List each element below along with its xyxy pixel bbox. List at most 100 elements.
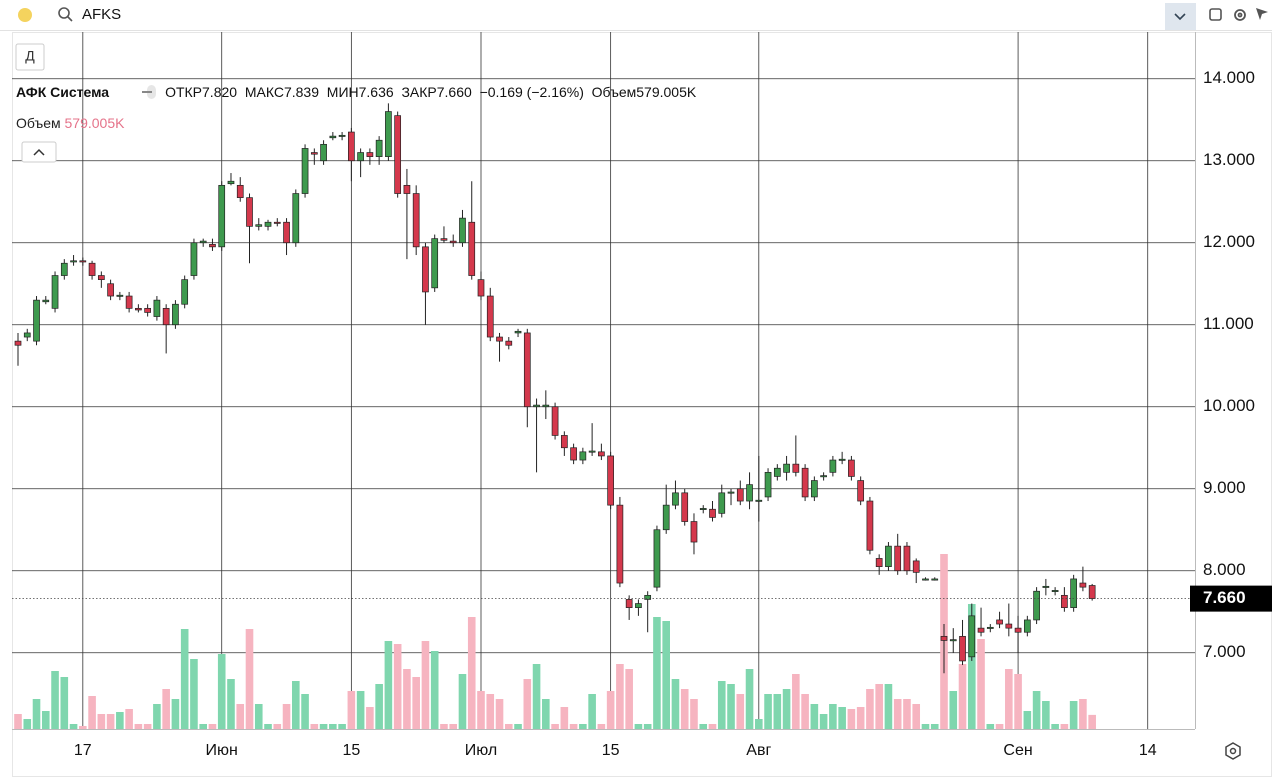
candle-body [273, 221, 281, 224]
x-tick-label: 14 [1139, 742, 1157, 759]
candle-body [1033, 590, 1040, 621]
x-tick-label: 15 [342, 742, 360, 759]
candle-body [792, 463, 800, 473]
candle-body [1079, 582, 1087, 588]
volume-bar [551, 724, 559, 729]
volume-bar [1032, 691, 1041, 729]
candle-body [255, 224, 263, 227]
candle-body [986, 626, 994, 629]
candle-body [449, 240, 457, 244]
settings-icon[interactable] [1234, 9, 1246, 21]
toolbar [0, 0, 1272, 30]
candle-body [922, 578, 929, 581]
volume-bar [412, 677, 420, 729]
volume-bar [236, 704, 245, 729]
period-button[interactable] [15, 43, 45, 71]
candle-body [505, 340, 513, 346]
volume-bar [245, 629, 254, 729]
candle-body [764, 471, 772, 498]
status-dot [18, 8, 32, 22]
close-label: ЗАКР [401, 84, 437, 100]
volume-bar [949, 691, 958, 729]
volume-legend: Объем 579.005K [16, 115, 124, 131]
x-tick-label: 17 [74, 742, 92, 759]
search-icon[interactable] [58, 7, 73, 22]
volume-bar [958, 664, 967, 729]
volume-bar [421, 641, 430, 729]
volume-bar [217, 654, 226, 729]
time-axis-settings[interactable] [1225, 742, 1241, 760]
volume-bar [542, 699, 550, 729]
volume-bar [523, 679, 532, 729]
candle-body [403, 184, 411, 194]
candle-body [551, 406, 559, 436]
volume-bar [430, 651, 439, 729]
candle-body [385, 111, 392, 157]
candle-body [903, 545, 911, 572]
volume-pane-value: 579.005K [64, 115, 125, 131]
volume-bar [356, 691, 365, 729]
plot-area [12, 32, 1195, 729]
candle-body [690, 521, 698, 543]
volume-bar [41, 711, 50, 729]
high-label: МАКС [244, 84, 284, 100]
volume-bar [514, 724, 522, 729]
x-tick-label: Авг [746, 742, 771, 759]
volume-bar [708, 724, 717, 729]
volume-bar [625, 669, 633, 729]
candle-body [357, 152, 364, 162]
volume-bar [301, 694, 309, 729]
candle-body [1014, 627, 1022, 633]
volume-bar [680, 689, 689, 729]
candle-body [838, 458, 846, 461]
ticker-input[interactable]: AFKS [82, 6, 121, 23]
collapse-icon [33, 148, 45, 156]
volume-bar [819, 714, 828, 729]
high-value: 7.839 [283, 84, 319, 100]
volume-bar [208, 724, 217, 729]
candle-body [755, 499, 763, 502]
candle-body [699, 508, 707, 510]
volume-bar [495, 699, 504, 729]
pointer-icon[interactable] [1256, 8, 1268, 20]
volume-bar [467, 617, 476, 729]
candle-body [97, 275, 105, 280]
collapse-button[interactable] [21, 141, 57, 163]
candle-body [625, 599, 633, 608]
volume-bar [310, 724, 319, 729]
candle-body [227, 180, 235, 185]
candle-body [412, 193, 420, 248]
chevron-icon [1174, 13, 1186, 21]
candle-body [116, 294, 124, 297]
volume-bar [1014, 674, 1022, 729]
candle-body [644, 594, 652, 600]
candle-body [33, 299, 40, 342]
maximize-icon[interactable] [1209, 8, 1222, 21]
candle-body [422, 246, 429, 293]
volume-bar [699, 724, 708, 729]
volume-pane-label: Объем [16, 115, 61, 131]
candle-body [811, 480, 818, 498]
volume-bar [486, 694, 495, 729]
volume-bar [579, 724, 587, 729]
x-tick-label: Июн [206, 742, 238, 759]
volume-bar [801, 694, 809, 729]
candle-body [107, 283, 114, 297]
chart-frame [12, 32, 1272, 777]
candle-body [162, 307, 170, 326]
volume-bar [1042, 701, 1050, 729]
volume-bar [884, 684, 893, 729]
candle-body [468, 221, 476, 276]
candle-body [477, 279, 485, 297]
candle-body [348, 131, 355, 162]
volume-bar [597, 724, 606, 729]
candle-body [579, 451, 587, 461]
volume-bar [458, 674, 467, 729]
volume-bar [893, 699, 902, 729]
volume-bar [134, 724, 143, 729]
candle-body [283, 221, 290, 244]
volume-bar [273, 724, 282, 729]
volume-bar [653, 617, 661, 729]
dropdown-button[interactable] [1165, 3, 1196, 30]
